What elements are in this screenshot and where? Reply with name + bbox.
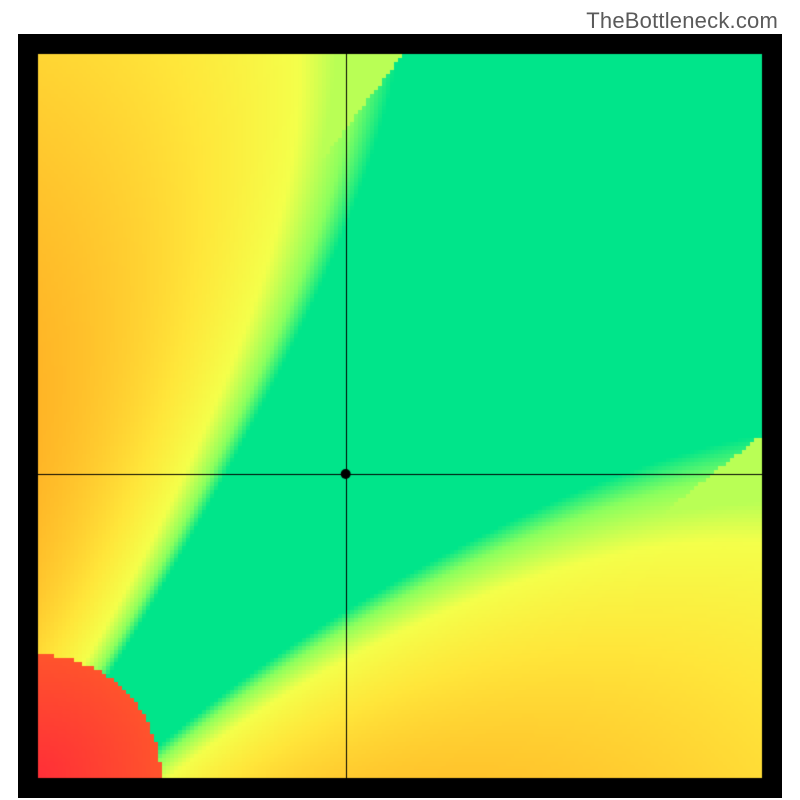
watermark-text: TheBottleneck.com [586, 8, 778, 34]
bottleneck-heatmap-canvas [18, 34, 782, 798]
chart-outer-frame [18, 34, 782, 798]
